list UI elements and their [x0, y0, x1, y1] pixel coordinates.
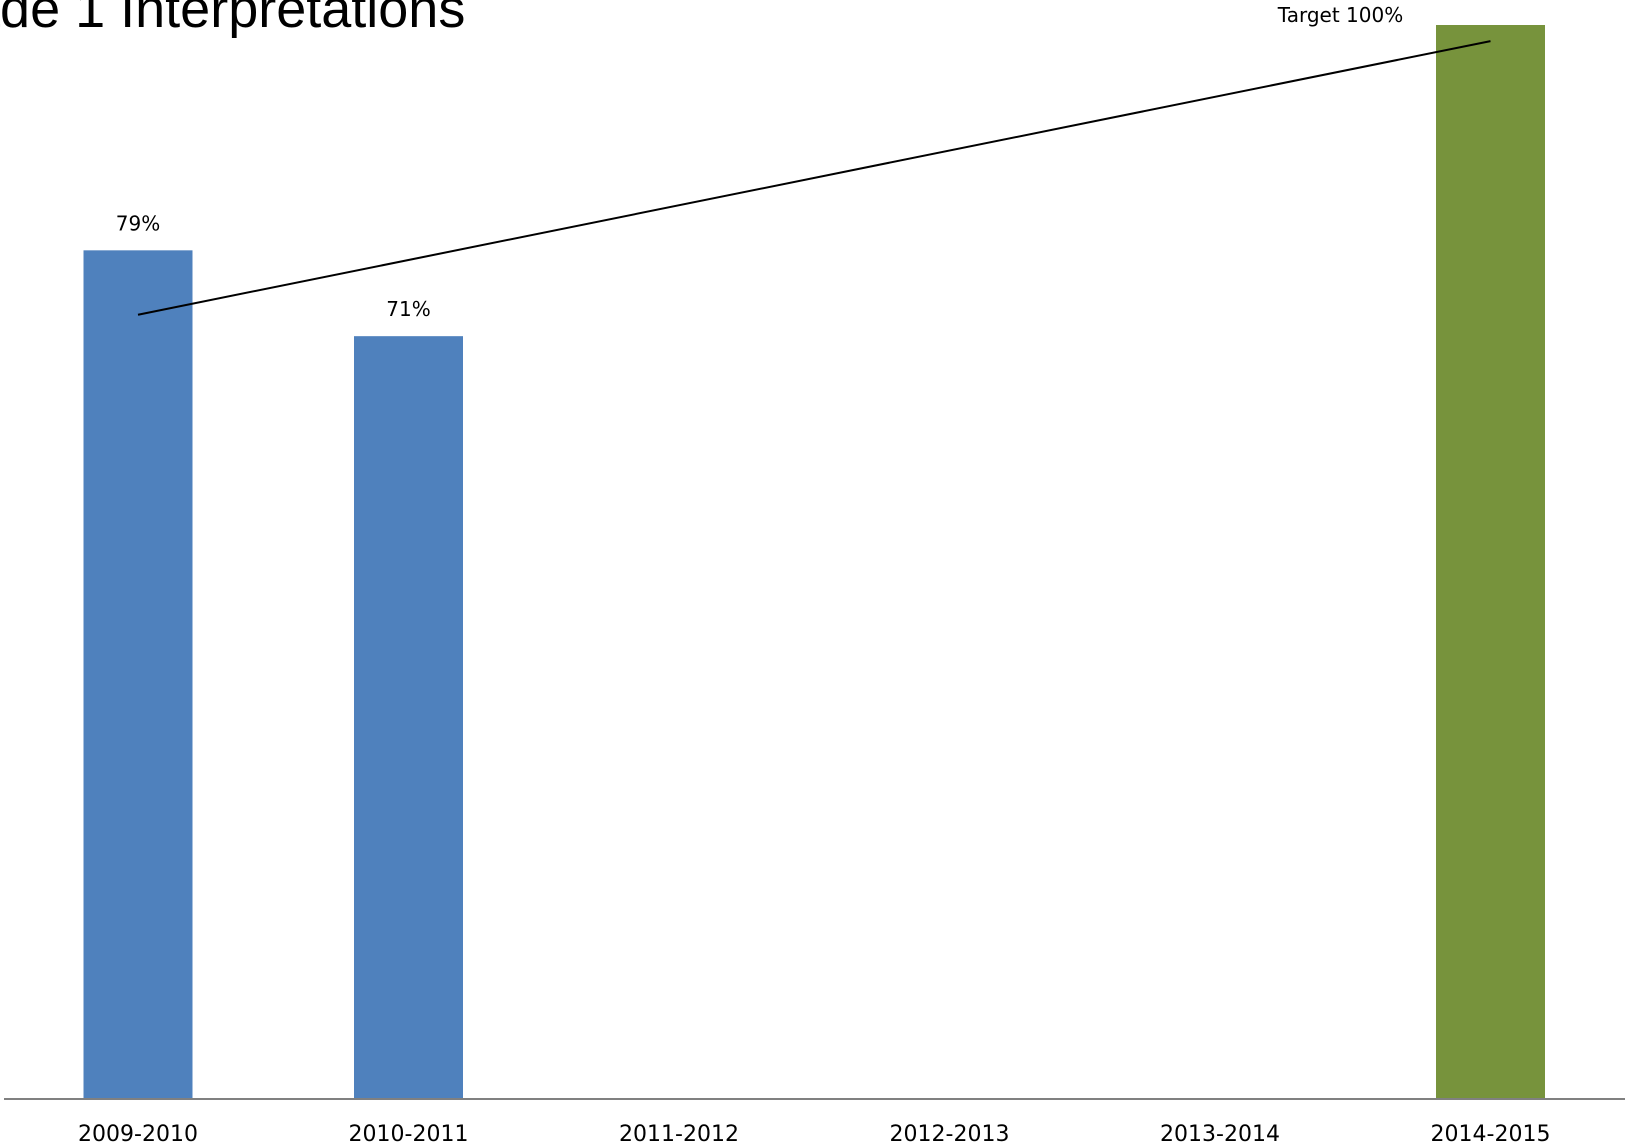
data-label-2014-2015: Target 100% [1277, 3, 1403, 27]
chart-title: ade 1 Interpretations [0, 0, 466, 39]
bars-group [83, 25, 1545, 1098]
bar-2010-2011 [354, 336, 463, 1098]
data-label-2009-2010: 79% [116, 211, 160, 235]
x-tick-label-2009-2010: 2009-2010 [78, 1122, 198, 1146]
bar-2014-2015 [1436, 25, 1545, 1098]
x-tick-label-2010-2011: 2010-2011 [349, 1122, 469, 1146]
trendline [137, 40, 1491, 316]
x-tick-label-2011-2012: 2011-2012 [619, 1122, 739, 1146]
data-label-2010-2011: 71% [386, 297, 430, 321]
x-tick-label-2014-2015: 2014-2015 [1431, 1122, 1551, 1146]
bar-2009-2010 [83, 250, 193, 1098]
trendline-group [137, 40, 1491, 316]
x-tick-labels-group: 2009-2010 2010-2011 2011-2012 2012-2013 2013… [78, 1122, 1550, 1146]
x-tick-label-2013-2014: 2013-2014 [1160, 1122, 1280, 1146]
data-labels-group: 79% 71% Target 100% [116, 3, 1403, 321]
x-tick-label-2012-2013: 2012-2013 [890, 1122, 1010, 1146]
